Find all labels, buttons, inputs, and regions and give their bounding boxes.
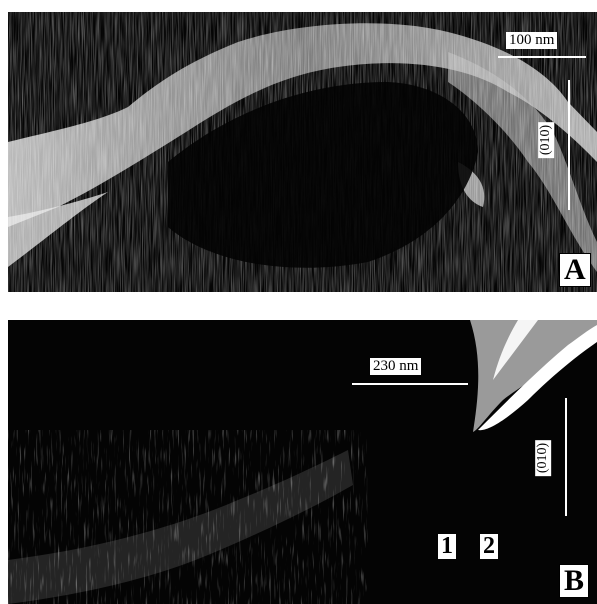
micrograph-panel-b: 230 nm (010) 1 2 B: [8, 320, 597, 604]
direction-arrow-a: [568, 80, 570, 210]
micrograph-image-b: [8, 320, 597, 604]
panel-label-a: A: [559, 253, 591, 287]
direction-label-b: (010): [535, 439, 552, 477]
panel-label-b: B: [559, 564, 590, 598]
micrograph-image-a: [8, 12, 597, 292]
micrograph-panel-a: 100 nm (010) A: [8, 12, 597, 292]
direction-label-a: (010): [538, 121, 555, 159]
scale-bar-b: [352, 383, 468, 385]
marker-1: 1: [438, 533, 456, 560]
direction-arrow-b: [565, 398, 567, 516]
scale-bar-a: [498, 56, 586, 58]
scale-bar-label-a: 100 nm: [506, 32, 558, 49]
marker-2: 2: [480, 533, 498, 560]
scale-bar-label-b: 230 nm: [370, 358, 422, 375]
